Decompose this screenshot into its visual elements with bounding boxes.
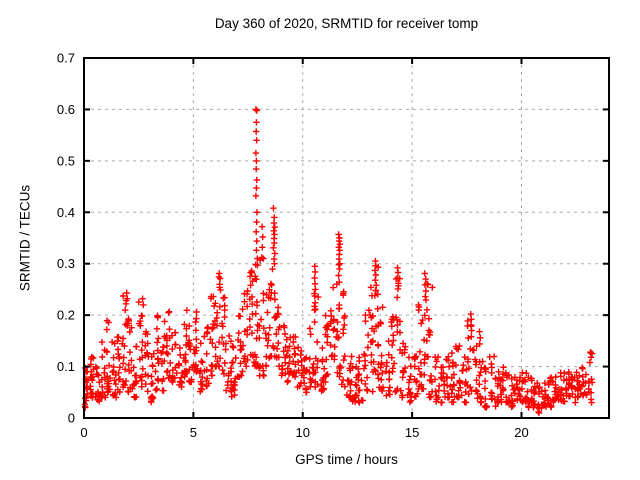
y-tick-label: 0.7 [57, 51, 75, 66]
x-axis-label: GPS time / hours [295, 452, 398, 467]
tick-marks [83, 57, 609, 419]
chart-title: Day 360 of 2020, SRMTID for receiver tom… [214, 16, 479, 31]
x-tick-label: 5 [190, 425, 197, 440]
y-tick-label: 0.3 [57, 256, 75, 271]
x-tick-label: 15 [405, 425, 419, 440]
plot-border [83, 57, 610, 419]
y-tick-label: 0.1 [57, 359, 75, 374]
y-tick-label: 0.2 [57, 308, 75, 323]
data-points [81, 106, 596, 417]
y-tick-label: 0.5 [57, 153, 75, 168]
y-tick-label: 0.6 [57, 102, 75, 117]
y-tick-label: 0.4 [57, 205, 75, 220]
x-tick-label: 10 [296, 425, 310, 440]
x-tick-labels: 0 5 10 15 20 [80, 425, 528, 440]
y-tick-labels: 0 0.1 0.2 0.3 0.4 0.5 0.6 0.7 [57, 51, 75, 426]
y-tick-label: 0 [68, 411, 75, 426]
x-tick-label: 20 [514, 425, 528, 440]
x-tick-label: 0 [80, 425, 87, 440]
